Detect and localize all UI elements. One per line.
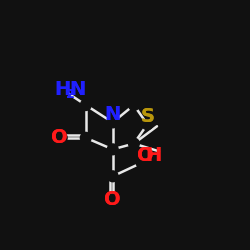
Text: O: O — [52, 128, 68, 147]
Text: N: N — [104, 105, 121, 124]
Text: H: H — [145, 146, 161, 165]
Text: N: N — [69, 80, 85, 99]
Text: O: O — [137, 146, 154, 165]
Text: O: O — [52, 128, 68, 147]
Circle shape — [80, 100, 91, 110]
Text: 2: 2 — [66, 88, 74, 101]
Text: S: S — [140, 107, 154, 126]
Circle shape — [107, 171, 118, 182]
Text: H: H — [145, 146, 161, 165]
Circle shape — [107, 144, 118, 155]
Circle shape — [107, 194, 118, 205]
Circle shape — [128, 138, 139, 149]
Circle shape — [56, 132, 67, 143]
Text: 2: 2 — [66, 88, 74, 101]
Text: N: N — [104, 105, 121, 124]
Circle shape — [57, 84, 68, 95]
Text: H: H — [54, 80, 71, 99]
Circle shape — [80, 132, 91, 143]
Circle shape — [128, 100, 139, 110]
Text: O: O — [137, 146, 154, 165]
Circle shape — [136, 158, 147, 168]
Text: S: S — [140, 107, 154, 126]
Text: O: O — [104, 190, 121, 209]
Circle shape — [107, 117, 118, 128]
Text: N: N — [69, 80, 85, 99]
Circle shape — [142, 119, 153, 130]
Text: H: H — [54, 80, 71, 99]
Text: O: O — [104, 190, 121, 209]
